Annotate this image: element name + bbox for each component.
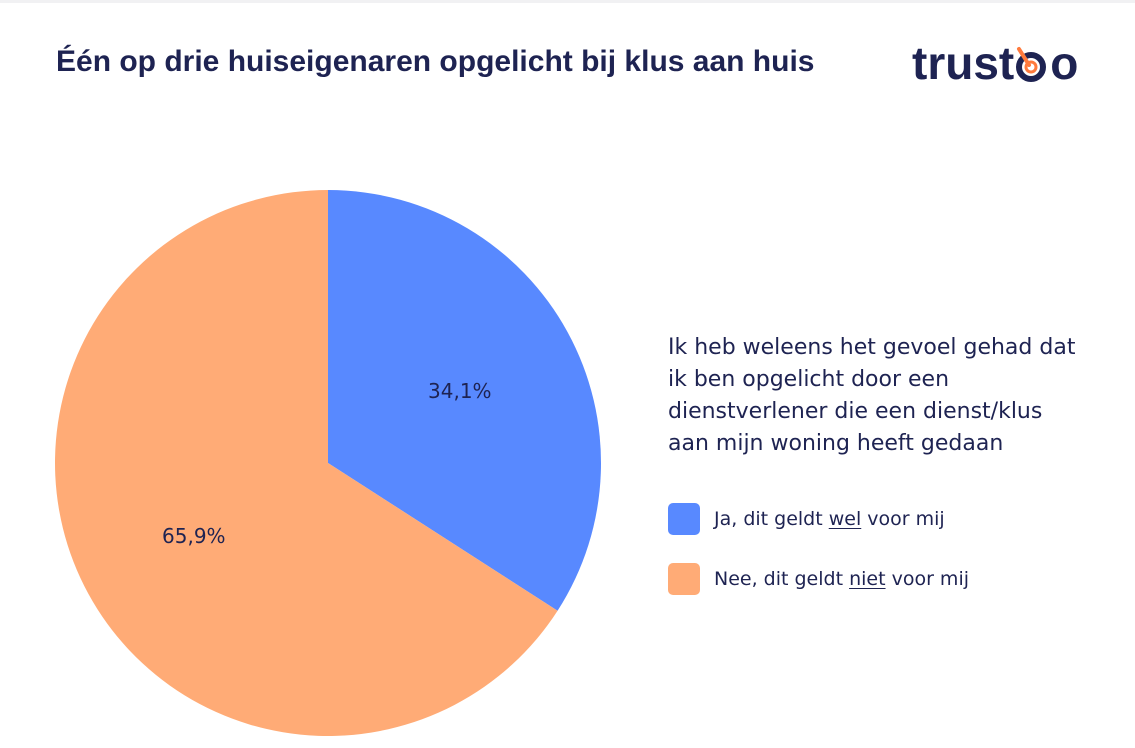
- top-border: [0, 0, 1135, 3]
- legend-swatch-nee: [668, 563, 700, 595]
- logo-text-start: trust: [912, 37, 1015, 89]
- pie-label-nee: 65,9%: [162, 524, 226, 548]
- pie-chart: 34,1% 65,9%: [54, 190, 601, 737]
- target-check-icon: [1016, 47, 1047, 82]
- legend-label-nee: Nee, dit geldt niet voor mij: [714, 568, 969, 590]
- pie-slice-nee: [54, 190, 558, 737]
- survey-question: Ik heb weleens het gevoel gehad dat ik b…: [668, 335, 1076, 456]
- pie-slice-ja: [328, 190, 601, 611]
- page-title: Één op drie huiseigenaren opgelicht bij …: [56, 45, 815, 78]
- legend-item-ja: Ja, dit geldt wel voor mij: [668, 503, 945, 535]
- legend-swatch-ja: [668, 503, 700, 535]
- pie-label-ja: 34,1%: [428, 379, 492, 403]
- trustoo-logo: trust o: [912, 30, 1087, 96]
- legend-label-ja: Ja, dit geldt wel voor mij: [714, 508, 945, 530]
- legend-item-nee: Nee, dit geldt niet voor mij: [668, 563, 969, 595]
- logo-text-end: o: [1050, 37, 1079, 89]
